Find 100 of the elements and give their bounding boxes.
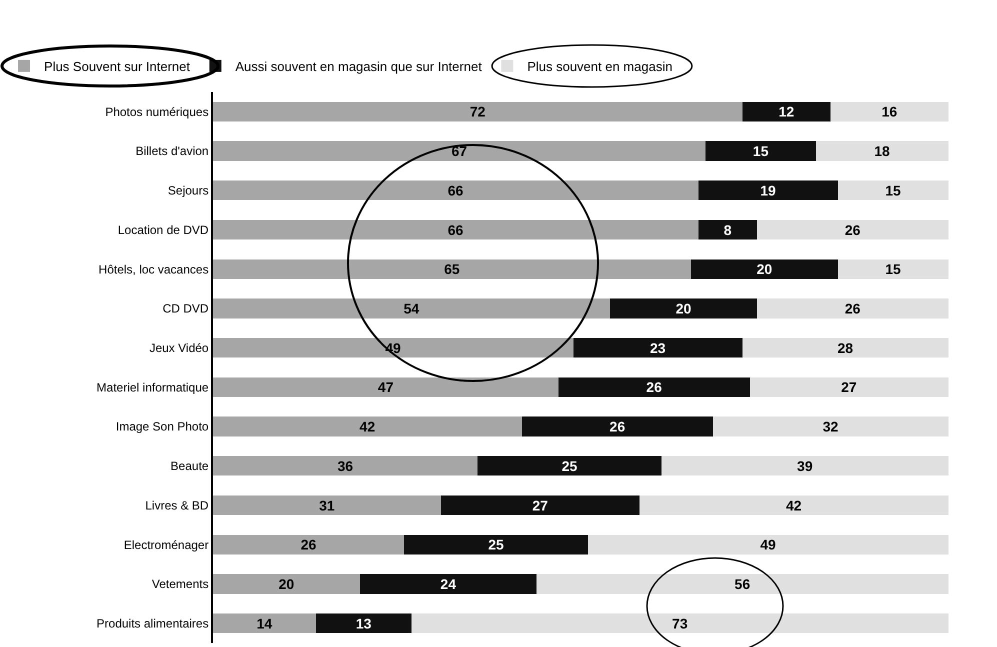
bar bbox=[213, 338, 574, 358]
bar bbox=[698, 220, 758, 240]
y-tick-label: Billets d'avion bbox=[136, 144, 209, 158]
bar bbox=[536, 574, 948, 594]
data-label: 32 bbox=[822, 418, 839, 435]
data-label: 49 bbox=[760, 536, 776, 553]
data-label: 19 bbox=[760, 182, 776, 198]
bar bbox=[213, 613, 316, 634]
bar bbox=[213, 534, 404, 554]
data-label: 27 bbox=[532, 497, 548, 514]
data-label: 42 bbox=[360, 418, 376, 435]
bar bbox=[816, 141, 948, 161]
data-label: 15 bbox=[885, 261, 902, 278]
legend-label: Plus souvent en magasin bbox=[527, 59, 672, 74]
bar bbox=[558, 377, 750, 398]
bar bbox=[404, 534, 588, 554]
y-tick-label: Materiel informatique bbox=[96, 380, 209, 394]
data-label: 36 bbox=[337, 458, 354, 474]
data-label: 26 bbox=[844, 300, 861, 316]
data-label: 27 bbox=[841, 379, 857, 396]
bar bbox=[478, 456, 662, 476]
data-label: 72 bbox=[470, 104, 486, 120]
bar bbox=[750, 377, 948, 398]
bar bbox=[440, 495, 640, 516]
data-label: 20 bbox=[278, 576, 294, 592]
bar bbox=[213, 102, 742, 122]
y-tick-label: Beaute bbox=[170, 459, 209, 474]
y-tick-label: Image Son Photo bbox=[116, 420, 209, 434]
y-tick-label: Vetements bbox=[152, 577, 209, 592]
data-label: 25 bbox=[562, 458, 578, 474]
y-tick-label: Electroménager bbox=[124, 538, 209, 552]
data-label: 16 bbox=[882, 104, 898, 120]
data-label: 54 bbox=[404, 300, 420, 316]
data-label: 15 bbox=[885, 182, 902, 198]
data-label: 26 bbox=[646, 379, 662, 396]
bar bbox=[610, 298, 758, 318]
y-tick-label: Jeux Vidéo bbox=[149, 341, 209, 356]
bar bbox=[588, 534, 948, 554]
bar bbox=[706, 141, 816, 161]
bar bbox=[757, 298, 948, 318]
bar bbox=[213, 456, 478, 476]
data-label: 73 bbox=[672, 615, 688, 632]
bar bbox=[698, 180, 838, 200]
bar bbox=[713, 416, 948, 436]
bar bbox=[213, 141, 706, 161]
data-label: 47 bbox=[378, 379, 394, 396]
bar bbox=[213, 259, 691, 279]
bar bbox=[742, 102, 831, 122]
bar bbox=[213, 495, 441, 516]
bar bbox=[213, 377, 559, 398]
data-label: 18 bbox=[874, 143, 890, 160]
bar bbox=[213, 220, 698, 240]
y-tick-label: Photos numériques bbox=[105, 104, 209, 119]
data-label: 13 bbox=[356, 615, 372, 632]
bar bbox=[412, 613, 948, 634]
bar bbox=[690, 259, 838, 279]
y-tick-label: Produits alimentaires bbox=[96, 616, 209, 631]
data-label: 39 bbox=[797, 458, 813, 474]
bar bbox=[213, 574, 360, 594]
data-label: 20 bbox=[756, 261, 772, 278]
bar bbox=[213, 180, 698, 200]
bar bbox=[639, 495, 948, 516]
bar bbox=[757, 220, 948, 240]
data-label: 66 bbox=[448, 222, 464, 238]
bar bbox=[573, 338, 742, 358]
bar bbox=[838, 180, 948, 200]
data-label: 28 bbox=[837, 340, 854, 356]
bar bbox=[838, 259, 948, 279]
data-label: 12 bbox=[778, 104, 794, 120]
data-label: 31 bbox=[319, 497, 335, 514]
data-label: 15 bbox=[752, 143, 769, 160]
y-tick-label: Hôtels, loc vacances bbox=[98, 262, 209, 276]
data-label: 56 bbox=[734, 576, 750, 592]
bar bbox=[522, 416, 713, 436]
bar bbox=[662, 456, 948, 476]
data-label: 66 bbox=[448, 182, 464, 198]
y-tick-label: Sejours bbox=[168, 184, 209, 198]
bar bbox=[360, 574, 537, 594]
data-label: 26 bbox=[610, 418, 626, 435]
bar bbox=[742, 338, 948, 358]
y-tick-label: Livres & BD bbox=[145, 498, 209, 512]
bar bbox=[830, 102, 948, 122]
data-label: 26 bbox=[300, 536, 316, 553]
data-label: 25 bbox=[488, 536, 504, 553]
data-label: 14 bbox=[256, 615, 272, 632]
data-label: 67 bbox=[451, 143, 468, 160]
y-tick-label: CD DVD bbox=[162, 302, 209, 316]
data-label: 65 bbox=[444, 261, 460, 278]
data-label: 23 bbox=[650, 340, 666, 356]
legend-label: Aussi souvent en magasin que sur Internet bbox=[235, 59, 482, 74]
data-label: 8 bbox=[724, 222, 732, 238]
bar bbox=[213, 416, 522, 436]
data-label: 26 bbox=[844, 222, 861, 238]
data-label: 20 bbox=[676, 300, 692, 316]
data-label: 42 bbox=[786, 497, 802, 514]
bar bbox=[316, 613, 412, 634]
bar bbox=[213, 298, 610, 318]
y-tick-label: Location de DVD bbox=[118, 222, 209, 237]
data-label: 24 bbox=[440, 576, 456, 592]
legend-label: Plus Souvent sur Internet bbox=[44, 59, 190, 74]
